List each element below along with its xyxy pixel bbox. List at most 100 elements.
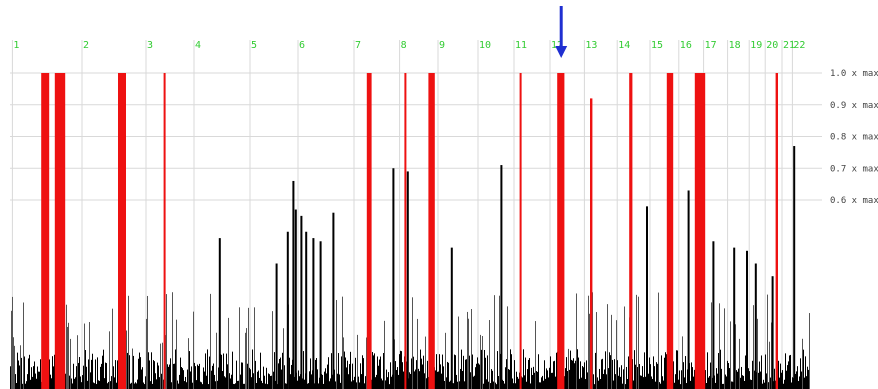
- signal-bar: [423, 355, 424, 389]
- signal-bar: [365, 376, 366, 389]
- signal-bar: [174, 363, 175, 389]
- signal-bar: [105, 362, 106, 389]
- chromosome-label: 15: [651, 40, 663, 51]
- signal-bar: [84, 323, 85, 389]
- signal-bar: [439, 354, 440, 389]
- signal-bar: [223, 353, 224, 389]
- signal-bar: [231, 374, 232, 389]
- signal-bar: [736, 370, 737, 389]
- signal-bar: [237, 380, 238, 389]
- signal-bar: [444, 380, 445, 389]
- signal-bar: [693, 376, 694, 389]
- signal-bar: [179, 374, 180, 389]
- signal-bar: [358, 376, 359, 389]
- signal-bar: [550, 356, 551, 389]
- signal-bar: [662, 376, 663, 389]
- signal-bar: [595, 352, 596, 389]
- signal-bar: [725, 374, 726, 389]
- signal-bar: [111, 376, 112, 389]
- signal-bar: [270, 376, 271, 389]
- signal-bar: [233, 383, 234, 389]
- signal-bar: [509, 369, 510, 389]
- signal-bar: [263, 366, 264, 389]
- peak-bar: [286, 231, 289, 389]
- signal-bar: [599, 368, 600, 389]
- signal-bar: [789, 355, 790, 389]
- signal-bar: [240, 374, 241, 389]
- signal-bar: [52, 356, 53, 389]
- signal-bar: [19, 365, 20, 389]
- signal-bar: [628, 356, 629, 389]
- signal-bar: [331, 353, 332, 389]
- signal-bar: [18, 360, 19, 389]
- signal-bar: [198, 365, 199, 389]
- signal-bar: [546, 368, 547, 389]
- signal-bar: [722, 383, 723, 389]
- signal-bar: [724, 308, 725, 389]
- signal-bar: [38, 371, 39, 389]
- signal-bar: [284, 365, 285, 389]
- signal-bar: [308, 383, 309, 389]
- signal-bar: [110, 381, 111, 389]
- chromosome-label: 8: [401, 40, 407, 51]
- signal-bar: [151, 352, 152, 389]
- signal-bar: [691, 362, 692, 389]
- signal-bar: [612, 359, 613, 389]
- chromosome-label: 14: [618, 40, 630, 51]
- y-tick-labels: 1.0 x max 0.9 x max 0.8 x max 0.7 x max 0.6 …: [830, 69, 878, 206]
- signal-bar: [394, 339, 395, 389]
- signal-bar: [482, 336, 483, 389]
- signal-bar: [389, 384, 390, 389]
- signal-bar: [674, 382, 675, 389]
- signal-bar: [65, 373, 66, 389]
- signal-bar: [685, 356, 686, 389]
- peak-bar: [392, 168, 395, 389]
- signal-bar: [640, 375, 641, 389]
- signal-bar: [354, 376, 355, 389]
- signal-bar: [75, 377, 76, 389]
- signal-bar: [597, 377, 598, 389]
- signal-bar: [763, 379, 764, 389]
- signal-bar: [162, 342, 163, 389]
- signal-bar: [317, 369, 318, 389]
- signal-bar: [388, 372, 389, 389]
- signal-bar: [374, 353, 375, 389]
- signal-bar: [424, 373, 425, 389]
- signal-bar: [801, 371, 802, 389]
- signal-bar: [304, 379, 305, 389]
- signal-bar: [129, 355, 130, 389]
- signal-bar: [420, 349, 421, 389]
- signal-bar: [147, 295, 148, 389]
- peak-bar: [319, 241, 322, 389]
- highlight-region: [163, 73, 166, 389]
- signal-bar: [800, 358, 801, 389]
- signal-bar: [422, 364, 423, 389]
- signal-bar: [406, 361, 407, 389]
- signal-bar: [448, 362, 449, 389]
- signal-bar: [532, 374, 533, 389]
- signal-bar: [498, 375, 499, 389]
- signal-bar: [275, 380, 276, 389]
- signal-bar: [95, 359, 96, 389]
- signal-bar: [229, 373, 230, 389]
- signal-bar: [619, 367, 620, 389]
- signal-bar: [505, 367, 506, 389]
- signal-bar: [608, 368, 609, 389]
- signal-bar: [239, 307, 240, 389]
- signal-bar: [184, 381, 185, 389]
- signal-bar: [601, 359, 602, 389]
- signal-bar: [797, 366, 798, 389]
- signal-bar: [514, 360, 515, 389]
- signal-bar: [447, 361, 448, 389]
- signal-bar: [556, 352, 557, 389]
- signal-bar: [517, 376, 518, 389]
- signal-bar: [117, 360, 118, 389]
- peak-bar: [712, 241, 715, 389]
- signal-bar: [568, 348, 569, 389]
- signal-bar: [395, 361, 396, 389]
- signal-bar: [319, 377, 320, 389]
- signal-bar: [802, 338, 803, 389]
- signal-bar: [116, 382, 117, 389]
- signal-bar: [499, 295, 500, 389]
- signal-bar: [567, 371, 568, 389]
